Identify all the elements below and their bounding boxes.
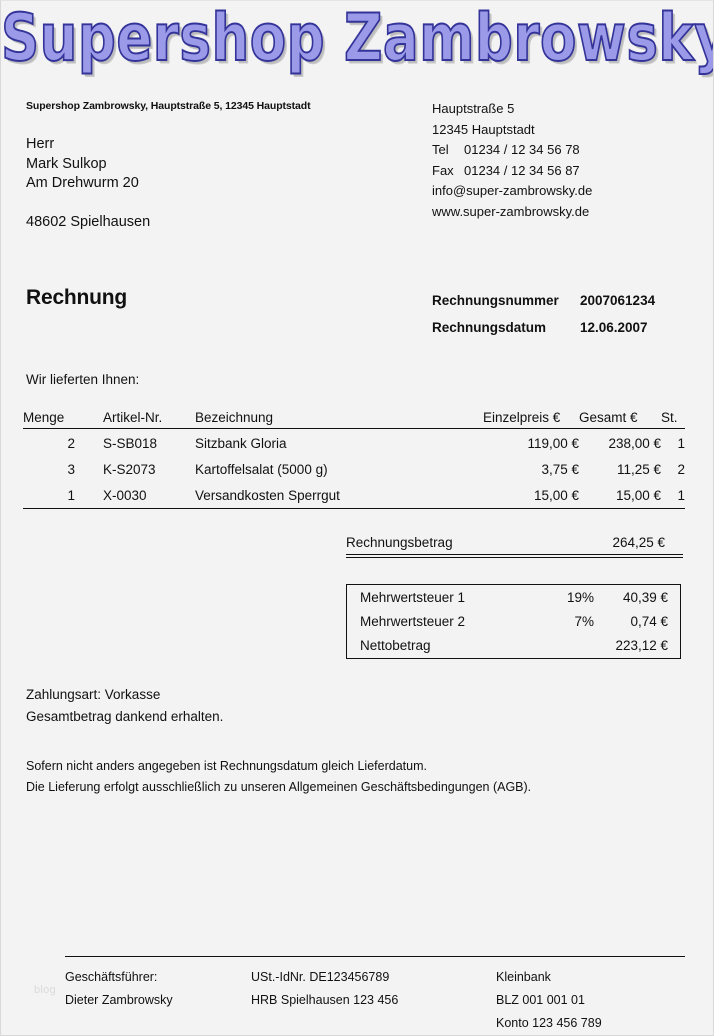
table-row: 1 X-0030 Versandkosten Sperrgut 15,00 € … [23, 481, 685, 509]
blog-watermark: blog [34, 984, 56, 996]
cell-gesamt: 11,25 € [616, 462, 661, 477]
tax-label: Mehrwertsteuer 1 [360, 589, 466, 605]
header-artikel-nr: Artikel-Nr. [81, 410, 179, 429]
sender-fax-value: 01234 / 12 34 56 87 [464, 162, 580, 178]
footer-account-number: Konto 123 456 789 [496, 1016, 602, 1030]
cell-bezeichnung: Sitzbank Gloria [195, 436, 287, 451]
cell-einzelpreis: 119,00 € [527, 436, 579, 451]
invoice-number-row: Rechnungsnummer 2007061234 [432, 287, 655, 314]
footer-bank-name: Kleinbank [496, 970, 551, 984]
cell-artikel: S-SB018 [103, 436, 158, 451]
net-amount-value: 223,12 € [615, 637, 668, 653]
legal-notes-block: Sofern nicht anders angegeben ist Rechnu… [26, 756, 531, 798]
cell-artikel: X-0030 [81, 481, 179, 509]
cell-gesamt: 15,00 € [579, 481, 661, 509]
tax-row: Mehrwertsteuer 1 19% 40,39 € [347, 585, 680, 609]
footer-column-management: Geschäftsführer: Dieter Zambrowsky [65, 966, 173, 1012]
invoice-number-label: Rechnungsnummer [432, 293, 559, 308]
tax-row: Mehrwertsteuer 2 7% 0,74 € [347, 609, 680, 633]
invoice-date-row: Rechnungsdatum 12.06.2007 [432, 314, 655, 341]
sender-contact-block: Hauptstraße 5 12345 Hauptstadt Tel 01234 … [432, 99, 592, 222]
payment-info-block: Zahlungsart: Vorkasse Gesamtbetrag danke… [26, 684, 223, 728]
cell-menge: 2 [67, 436, 75, 451]
invoice-date-value: 12.06.2007 [580, 320, 648, 335]
recipient-spacer [26, 194, 150, 213]
sender-fax-label: Fax [432, 162, 454, 178]
footer-divider [65, 956, 685, 957]
table-row: 3 K-S2073 Kartoffelsalat (5000 g) 3,75 €… [23, 455, 685, 481]
sender-email: info@super-zambrowsky.de [432, 183, 593, 198]
invoice-meta-block: Rechnungsnummer 2007061234 Rechnungsdatum… [432, 287, 655, 341]
footer-managing-director-label: Geschäftsführer: [65, 970, 158, 984]
tax-label: Mehrwertsteuer 2 [360, 613, 466, 629]
invoice-date-label: Rechnungsdatum [432, 320, 547, 335]
net-amount-label: Nettobetrag [360, 637, 431, 653]
sender-city: 12345 Hauptstadt [432, 121, 535, 137]
table-row: 2 S-SB018 Sitzbank Gloria 119,00 € 238,0… [23, 429, 685, 456]
header-gesamt: Gesamt € [579, 410, 661, 429]
footer-vat-id: USt.-IdNr. DE123456789 [251, 970, 390, 984]
payment-received-note: Gesamtbetrag dankend erhalten. [26, 709, 224, 724]
note-terms-agb: Die Lieferung erfolgt ausschließlich zu … [26, 780, 532, 794]
header-menge: Menge [23, 410, 81, 429]
cell-einzelpreis: 3,75 € [541, 462, 579, 477]
return-address-line: Supershop Zambrowsky, Hauptstraße 5, 123… [26, 100, 311, 112]
cell-bezeichnung: Kartoffelsalat (5000 g) [195, 462, 328, 477]
cell-einzelpreis: 15,00 € [483, 481, 579, 509]
recipient-city: 48602 Spielhausen [26, 213, 151, 230]
sender-street: Hauptstraße 5 [432, 101, 515, 116]
cell-menge: 1 [23, 481, 81, 509]
note-delivery-date: Sofern nicht anders angegeben ist Rechnu… [26, 759, 427, 773]
footer-column-registration: USt.-IdNr. DE123456789 HRB Spielhausen 1… [251, 966, 398, 1012]
payment-method: Zahlungsart: Vorkasse [26, 687, 161, 702]
company-logo: Supershop Zambrowsky [1, 4, 713, 73]
table-header-row: Menge Artikel-Nr. Bezeichnung Einzelprei… [23, 410, 685, 429]
sender-website: www.super-zambrowsky.de [432, 203, 590, 219]
header-bezeichnung: Bezeichnung [179, 410, 483, 429]
cell-steuersatz: 2 [677, 462, 685, 477]
sender-tel-row: Tel 01234 / 12 34 56 78 [432, 140, 592, 161]
footer-commercial-register: HRB Spielhausen 123 456 [251, 993, 399, 1007]
tax-summary-box: Mehrwertsteuer 1 19% 40,39 € Mehrwertste… [346, 584, 681, 659]
cell-steuersatz: 1 [677, 436, 685, 451]
page-title: Rechnung [26, 286, 128, 309]
tax-amount: 0,74 € [630, 613, 668, 629]
invoice-total-double-rule [346, 555, 683, 558]
tax-percent: 7% [574, 613, 594, 629]
recipient-name: Mark Sulkop [26, 155, 107, 172]
footer-column-bank: Kleinbank BLZ 001 001 01 Konto 123 456 7… [496, 966, 602, 1035]
cell-gesamt: 238,00 € [608, 436, 661, 451]
tax-amount: 40,39 € [622, 589, 668, 605]
sender-tel-label: Tel [432, 142, 449, 157]
invoice-total-block: Rechnungsbetrag 264,25 € [346, 535, 683, 558]
invoice-number-value: 2007061234 [580, 293, 656, 308]
cell-bezeichnung: Versandkosten Sperrgut [179, 481, 483, 509]
header-steuersatz: St. [661, 410, 685, 429]
invoice-total-amount: 264,25 € [612, 535, 665, 550]
net-amount-row: Nettobetrag 223,12 € [347, 633, 680, 657]
line-items-table: Menge Artikel-Nr. Bezeichnung Einzelprei… [23, 410, 685, 509]
intro-text: Wir lieferten Ihnen: [26, 372, 140, 387]
cell-menge: 3 [67, 462, 75, 477]
footer-managing-director-name: Dieter Zambrowsky [65, 993, 173, 1007]
invoice-total-row: Rechnungsbetrag 264,25 € [346, 535, 683, 555]
recipient-street: Am Drehwurm 20 [26, 175, 139, 191]
company-logo-text: Supershop Zambrowsky [1, 1, 714, 76]
cell-steuersatz: 1 [661, 481, 685, 509]
tax-percent: 19% [566, 589, 594, 605]
recipient-address-block: Herr Mark Sulkop Am Drehwurm 20 48602 Sp… [26, 135, 150, 232]
sender-tel-value: 01234 / 12 34 56 78 [464, 142, 580, 157]
footer-bank-code: BLZ 001 001 01 [496, 993, 585, 1007]
invoice-total-label: Rechnungsbetrag [346, 535, 453, 550]
header-einzelpreis: Einzelpreis € [483, 410, 579, 429]
cell-artikel: K-S2073 [103, 462, 156, 477]
sender-fax-row: Fax 01234 / 12 34 56 87 [432, 161, 592, 182]
recipient-salutation: Herr [26, 136, 55, 152]
